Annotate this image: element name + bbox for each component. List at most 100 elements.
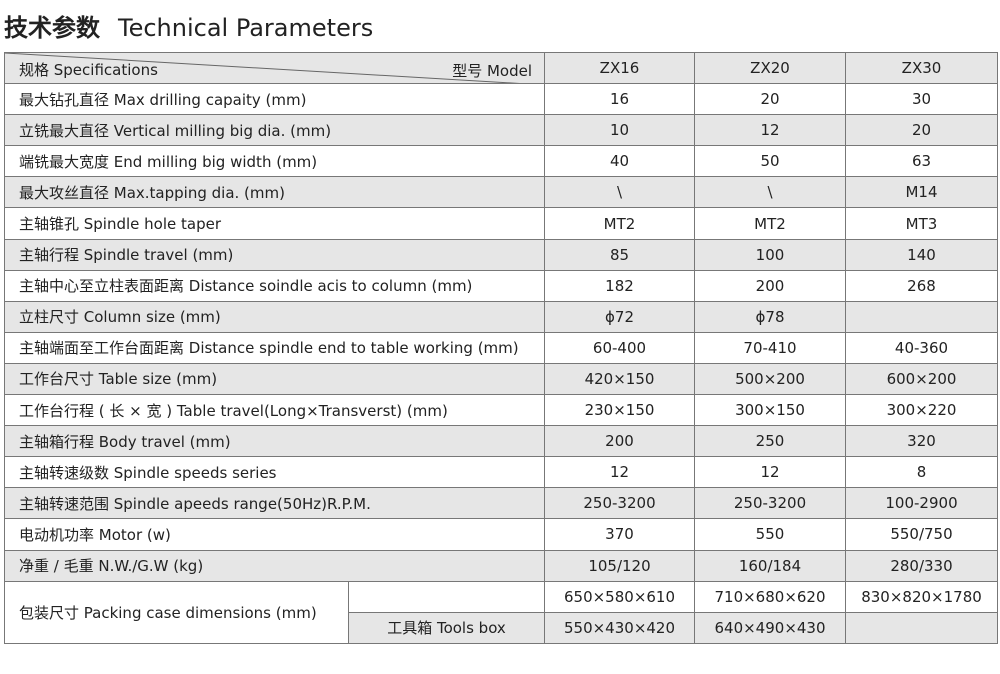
row-value: 320 xyxy=(845,425,998,458)
row-value xyxy=(845,300,998,333)
row-label: 净重 / 毛重 N.W./G.W (kg) xyxy=(4,549,545,582)
row-value: M14 xyxy=(845,176,998,209)
row-label: 主轴行程 Spindle travel (mm) xyxy=(4,238,545,271)
row-label: 电动机功率 Motor (w) xyxy=(4,518,545,551)
row-value: \ xyxy=(544,176,695,209)
header-row: 规格 Specifications 型号 Model ZX16 ZX20 ZX3… xyxy=(4,51,998,85)
row-label: 主轴端面至工作台面距离 Distance spindle end to tabl… xyxy=(4,331,545,364)
row-value: \ xyxy=(694,176,846,209)
diagonal-line xyxy=(5,53,513,83)
row-label: 立铣最大直径 Vertical milling big dia. (mm) xyxy=(4,114,545,147)
model-zx16: ZX16 xyxy=(544,51,695,85)
row-label: 最大钻孔直径 Max drilling capaity (mm) xyxy=(4,83,545,116)
row-value: 12 xyxy=(694,456,846,489)
row-value: 12 xyxy=(694,114,846,147)
packing-value: 550×430×420 xyxy=(544,611,695,644)
spec-header: 规格 Specifications xyxy=(19,61,158,79)
row-label: 主轴锥孔 Spindle hole taper xyxy=(4,207,545,240)
row-label: 主轴转速范围 Spindle apeeds range(50Hz)R.P.M. xyxy=(4,487,545,520)
row-value: 50 xyxy=(694,145,846,178)
row-value: 16 xyxy=(544,83,695,116)
table-row: 立铣最大直径 Vertical milling big dia. (mm) 10 1… xyxy=(4,114,998,147)
header-diagonal-cell: 规格 Specifications 型号 Model xyxy=(4,51,545,85)
packing-value: 640×490×430 xyxy=(694,611,846,644)
row-value: 20 xyxy=(694,83,846,116)
row-value: 550/750 xyxy=(845,518,998,551)
packing-value xyxy=(845,611,998,644)
row-value: MT2 xyxy=(544,207,695,240)
row-value: 85 xyxy=(544,238,695,271)
row-label: 主轴中心至立柱表面距离 Distance soindle acis to col… xyxy=(4,269,545,302)
packing-value: 650×580×610 xyxy=(544,580,695,613)
table-row: 主轴中心至立柱表面距离 Distance soindle acis to col… xyxy=(4,269,998,302)
table-row: 立柱尺寸 Column size (mm) ϕ72 ϕ78 xyxy=(4,300,998,333)
spec-table: 规格 Specifications 型号 Model ZX16 ZX20 ZX3… xyxy=(4,51,998,644)
row-value: 140 xyxy=(845,238,998,271)
table-row: 主轴转速级数 Spindle speeds series 12 12 8 xyxy=(4,456,998,489)
table-row: 净重 / 毛重 N.W./G.W (kg) 105/120 160/184 280/3… xyxy=(4,549,998,582)
table-row: 工作台尺寸 Table size (mm) 420×150 500×200 600×2… xyxy=(4,362,998,396)
table-row: 主轴箱行程 Body travel (mm) 200 250 320 xyxy=(4,425,998,458)
packing-row: 包装尺寸 Packing case dimensions (mm) 650×580… xyxy=(4,580,998,644)
row-value: 8 xyxy=(845,456,998,489)
row-value: 160/184 xyxy=(694,549,846,582)
page-title: 技术参数 Technical Parameters xyxy=(4,8,373,43)
packing-sub-label: 工具箱 Tools box xyxy=(348,611,545,644)
row-label: 主轴转速级数 Spindle speeds series xyxy=(4,456,545,489)
table-row: 电动机功率 Motor (w) 370 550 550/750 xyxy=(4,518,998,551)
packing-row: 工具箱 Tools box 550×430×420 640×490×430 xyxy=(5,611,998,644)
row-value: 500×200 xyxy=(694,362,846,396)
row-value: 30 xyxy=(845,83,998,116)
row-value: 280/330 xyxy=(845,549,998,582)
row-value: 100-2900 xyxy=(845,487,998,520)
row-value: 250-3200 xyxy=(694,487,846,520)
row-value: 250 xyxy=(694,425,846,458)
row-value: MT2 xyxy=(694,207,846,240)
row-value: 105/120 xyxy=(544,549,695,582)
row-value: 200 xyxy=(544,425,695,458)
table-row: 最大攻丝直径 Max.tapping dia. (mm) \ \ M14 xyxy=(4,176,998,209)
row-label: 工作台行程 ( 长 × 宽 ) Table travel(Long×Transv… xyxy=(4,394,545,427)
row-label: 主轴箱行程 Body travel (mm) xyxy=(4,425,545,458)
row-value: 182 xyxy=(544,269,695,302)
title-en: Technical Parameters xyxy=(118,14,374,42)
row-value: MT3 xyxy=(845,207,998,240)
table-row: 主轴转速范围 Spindle apeeds range(50Hz)R.P.M. 2… xyxy=(4,487,998,520)
row-value: 70-410 xyxy=(694,331,846,364)
row-value: 230×150 xyxy=(544,394,695,427)
row-value: 10 xyxy=(544,114,695,147)
table-row: 主轴锥孔 Spindle hole taper MT2 MT2 MT3 xyxy=(4,207,998,240)
table-row: 端铣最大宽度 End milling big width (mm) 40 50 63 xyxy=(4,145,998,178)
row-value: 300×150 xyxy=(694,394,846,427)
row-value: ϕ78 xyxy=(694,300,846,333)
packing-value: 830×820×1780 xyxy=(845,580,998,613)
row-label: 端铣最大宽度 End milling big width (mm) xyxy=(4,145,545,178)
row-value: 63 xyxy=(845,145,998,178)
row-value: 12 xyxy=(544,456,695,489)
table-row: 主轴行程 Spindle travel (mm) 85 100 140 xyxy=(4,238,998,271)
row-value: ϕ72 xyxy=(544,300,695,333)
row-value: 250-3200 xyxy=(544,487,695,520)
row-value: 268 xyxy=(845,269,998,302)
row-label: 工作台尺寸 Table size (mm) xyxy=(4,362,545,396)
model-header: 型号 Model xyxy=(452,62,532,80)
row-value: 550 xyxy=(694,518,846,551)
table-row: 工作台行程 ( 长 × 宽 ) Table travel(Long×Transv… xyxy=(4,394,998,427)
row-value: 600×200 xyxy=(845,362,998,396)
packing-value: 710×680×620 xyxy=(694,580,846,613)
row-value: 40-360 xyxy=(845,331,998,364)
title-cn: 技术参数 xyxy=(4,14,100,42)
row-value: 370 xyxy=(544,518,695,551)
row-value: 20 xyxy=(845,114,998,147)
model-zx30: ZX30 xyxy=(845,51,998,85)
packing-label: 包装尺寸 Packing case dimensions (mm) xyxy=(4,580,349,644)
row-value: 60-400 xyxy=(544,331,695,364)
packing-sub-label xyxy=(348,580,545,613)
row-label: 最大攻丝直径 Max.tapping dia. (mm) xyxy=(4,176,545,209)
table-row: 主轴端面至工作台面距离 Distance spindle end to tabl… xyxy=(4,331,998,364)
row-value: 420×150 xyxy=(544,362,695,396)
row-label: 立柱尺寸 Column size (mm) xyxy=(4,300,545,333)
row-value: 200 xyxy=(694,269,846,302)
row-value: 40 xyxy=(544,145,695,178)
row-value: 100 xyxy=(694,238,846,271)
